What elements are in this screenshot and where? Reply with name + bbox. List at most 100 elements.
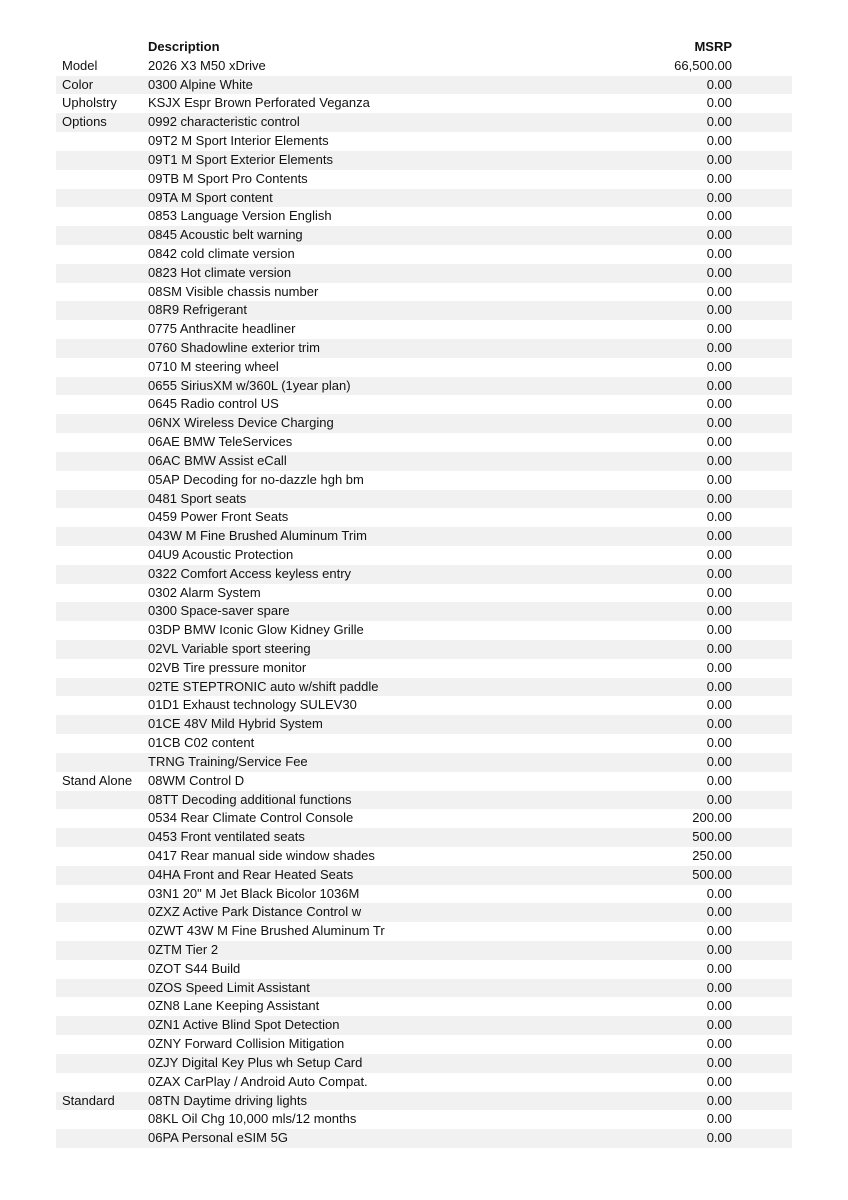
cell-description: 0481 Sport seats: [148, 490, 247, 506]
cell-description: 09TA M Sport content: [148, 189, 273, 205]
cell-section: [56, 885, 148, 904]
cell-section: [56, 339, 148, 358]
table-row: 09T2 M Sport Interior Elements 0.00: [56, 132, 792, 151]
table-row: 0ZJY Digital Key Plus wh Setup Card 0.00: [56, 1053, 792, 1073]
cell-msrp: 0.00: [706, 960, 732, 976]
cell-msrp: 500.00: [692, 866, 732, 882]
cell-description: 01D1 Exhaust technology SULEV30: [148, 697, 357, 713]
cell-section: [56, 828, 148, 847]
table-row: 01CE 48V Mild Hybrid System 0.00: [56, 715, 792, 735]
cell-section: [56, 960, 148, 979]
cell-description: 02VB Tire pressure monitor: [148, 659, 307, 675]
table-row: 08TT Decoding additional functions 0.00: [56, 790, 792, 810]
cell-msrp: 0.00: [706, 659, 732, 675]
table-row: 0823 Hot climate version 0.00: [56, 263, 792, 283]
cell-section: Model: [62, 57, 98, 73]
cell-description: 06NX Wireless Device Charging: [148, 415, 334, 431]
cell-msrp: 250.00: [692, 847, 732, 863]
cell-description: 0645 Radio control US: [148, 396, 279, 412]
table-row: 0534 Rear Climate Control Console 200.00: [56, 809, 792, 828]
cell-description: 0302 Alarm System: [148, 584, 261, 600]
cell-section: [56, 226, 148, 245]
cell-description: 0845 Acoustic belt warning: [148, 227, 303, 243]
cell-msrp: 200.00: [692, 810, 732, 826]
table-row: 0ZAX CarPlay / Android Auto Compat. 0.00: [56, 1073, 792, 1092]
table-row: TRNG Training/Service Fee 0.00: [56, 752, 792, 772]
cell-msrp: 0.00: [706, 114, 732, 130]
table-row: 02VB Tire pressure monitor 0.00: [56, 659, 792, 678]
cell-msrp: 0.00: [706, 490, 732, 506]
cell-description: 09T1 M Sport Exterior Elements: [148, 151, 333, 167]
cell-msrp: 0.00: [706, 471, 732, 487]
cell-msrp: 0.00: [706, 885, 732, 901]
cell-description: 06AE BMW TeleServices: [148, 434, 293, 450]
cell-section: [56, 414, 148, 433]
cell-description: 03N1 20" M Jet Black Bicolor 1036M: [148, 885, 360, 901]
cell-section: [56, 602, 148, 621]
cell-description: 02TE STEPTRONIC auto w/shift paddle: [148, 678, 379, 694]
cell-msrp: 0.00: [706, 452, 732, 468]
cell-description: 08R9 Refrigerant: [148, 302, 247, 318]
cell-description: 0ZN1 Active Blind Spot Detection: [148, 1017, 340, 1033]
cell-section: [56, 1035, 148, 1054]
cell-description: 0534 Rear Climate Control Console: [148, 810, 354, 826]
cell-section: [56, 358, 148, 377]
cell-description: 04HA Front and Rear Heated Seats: [148, 866, 354, 882]
cell-msrp: 0.00: [706, 528, 732, 544]
cell-section: [56, 791, 148, 810]
table-row: Stand Alone 08WM Control D 0.00: [56, 772, 792, 791]
cell-section: [56, 189, 148, 208]
cell-section: Upholstry: [62, 95, 117, 111]
cell-description: 05AP Decoding for no-dazzle hgh bm: [148, 471, 364, 487]
table-row: 0645 Radio control US 0.00: [56, 395, 792, 414]
cell-description: 0992 characteristic control: [148, 114, 300, 130]
cell-section: [56, 395, 148, 414]
cell-section: [56, 903, 148, 922]
cell-section: [56, 320, 148, 339]
cell-msrp: 0.00: [706, 735, 732, 751]
cell-section: Stand Alone: [62, 772, 133, 788]
cell-description: 0ZXZ Active Park Distance Control w: [148, 904, 362, 920]
cell-section: Standard: [62, 1092, 115, 1108]
cell-section: [56, 490, 148, 509]
cell-description: 0ZNY Forward Collision Mitigation: [148, 1036, 345, 1052]
cell-msrp: 0.00: [706, 283, 732, 299]
cell-msrp: 0.00: [706, 716, 732, 732]
cell-section: [56, 621, 148, 640]
cell-msrp: 0.00: [706, 772, 732, 788]
cell-msrp: 0.00: [706, 753, 732, 769]
cell-msrp: 0.00: [706, 302, 732, 318]
cell-section: [56, 283, 148, 302]
cell-msrp: 0.00: [706, 133, 732, 149]
cell-msrp: 0.00: [706, 358, 732, 374]
cell-section: [56, 471, 148, 490]
cell-msrp: 0.00: [706, 998, 732, 1014]
cell-section: [56, 527, 148, 546]
cell-description: 06AC BMW Assist eCall: [148, 452, 287, 468]
cell-section: [56, 1129, 148, 1148]
table-row: Standard 08TN Daytime driving lights 0.00: [56, 1091, 792, 1111]
price-table: Description MSRP Model 2026 X3 M50 xDrive…: [56, 38, 792, 1148]
cell-msrp: 0.00: [706, 321, 732, 337]
cell-description: 0ZJY Digital Key Plus wh Setup Card: [148, 1054, 363, 1070]
cell-section: [56, 715, 148, 734]
cell-msrp: 0.00: [706, 377, 732, 393]
cell-description: 0300 Space-saver spare: [148, 603, 290, 619]
table-row: 08KL Oil Chg 10,000 mls/12 months 0.00: [56, 1110, 792, 1129]
cell-section: [56, 1016, 148, 1035]
table-row: 01CB C02 content 0.00: [56, 734, 792, 753]
cell-description: 02VL Variable sport steering: [148, 641, 311, 656]
cell-description: 08KL Oil Chg 10,000 mls/12 months: [148, 1111, 357, 1127]
cell-section: [56, 170, 148, 189]
table-row: 02VL Variable sport steering 0.00: [56, 640, 792, 659]
table-row: 0853 Language Version English 0.00: [56, 207, 792, 226]
cell-description: 0300 Alpine White: [148, 76, 253, 92]
cell-msrp: 0.00: [706, 678, 732, 694]
table-row: 0ZN8 Lane Keeping Assistant 0.00: [56, 997, 792, 1016]
cell-description: 09T2 M Sport Interior Elements: [148, 133, 329, 149]
cell-msrp: 0.00: [706, 264, 732, 280]
cell-section: [56, 1054, 148, 1073]
cell-msrp: 0.00: [706, 95, 732, 111]
table-row: 0ZXZ Active Park Distance Control w 0.00: [56, 903, 792, 923]
table-row: 06AC BMW Assist eCall 0.00: [56, 451, 792, 471]
